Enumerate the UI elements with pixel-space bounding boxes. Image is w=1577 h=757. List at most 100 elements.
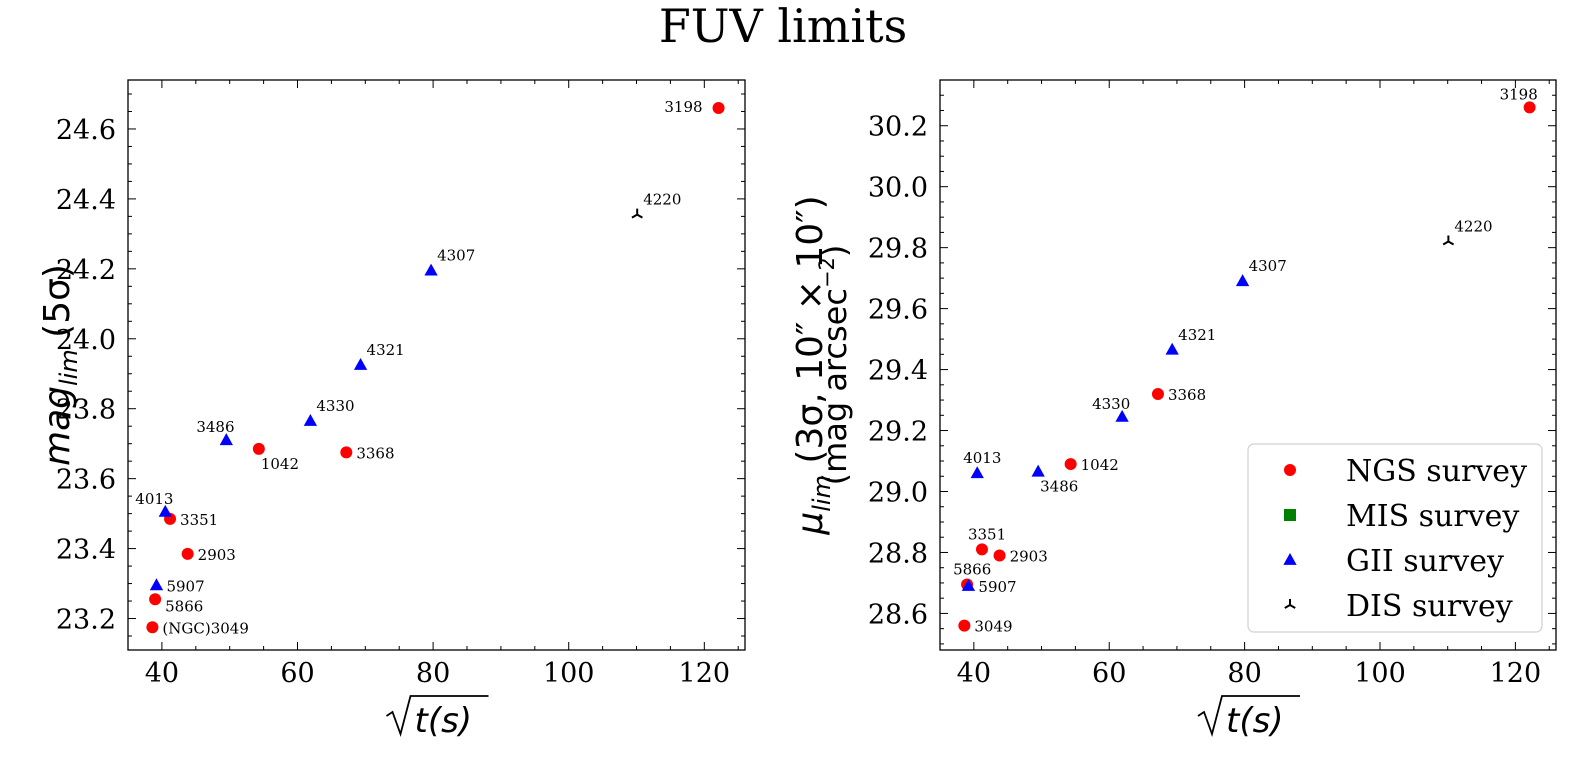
point-label: 5866	[953, 560, 991, 578]
data-point-circle	[1523, 101, 1536, 114]
y-axis-label: μlim (3σ, 10″ × 10″)	[790, 195, 836, 535]
figure-title: FUV limits	[659, 0, 907, 53]
data-point-triangle	[1165, 342, 1179, 355]
legend-marker-tri	[1284, 599, 1296, 609]
data-point-triangle	[1235, 274, 1250, 287]
y-tick-label: 24.4	[56, 185, 116, 216]
y-axis-label: maglim (5σ)	[37, 264, 83, 466]
y-tick-label: 28.6	[868, 599, 928, 630]
x-tick-label: 40	[957, 658, 991, 689]
point-label: (NGC)3049	[162, 619, 248, 637]
data-point-triangle	[303, 413, 318, 426]
x-tick-label: 60	[1092, 658, 1126, 689]
x-tick-label: 80	[1227, 658, 1261, 689]
y-label-tail: (3σ, 10″ × 10″)	[790, 195, 831, 475]
right-panel: 40 60 80 100 120 28.6 28.8 29.0 29.2 29.4 29.6 29.8…	[790, 79, 1557, 741]
y-axis-label-line2: (mag arcsec−2)	[815, 245, 854, 486]
y-tick-label: 30.0	[868, 173, 928, 204]
legend-marker-square	[1284, 509, 1296, 521]
point-label: 5866	[165, 597, 203, 615]
legend-marker-triangle	[1283, 553, 1297, 565]
y-tick-label: 23.6	[56, 465, 116, 496]
y-tick-label: 29.4	[868, 356, 928, 387]
x-axis-label: t(s)	[386, 695, 489, 741]
tri-marker-strokes	[1284, 599, 1296, 609]
x-tick-label: 80	[416, 658, 450, 689]
y-tick-label: 24.0	[56, 325, 116, 356]
data-point-circle	[252, 442, 265, 455]
data-point-circle	[993, 549, 1006, 562]
axes-frame	[939, 79, 1557, 651]
point-label: 3198	[664, 98, 702, 116]
y-tick-label: 24.6	[56, 115, 116, 146]
x-axis-label-text: t(s)	[1226, 701, 1284, 741]
data-point-triangle	[970, 466, 984, 479]
y-label-tail: (5σ)	[37, 264, 78, 349]
data-point-triangle	[219, 433, 233, 446]
data-point-triangle	[158, 504, 172, 517]
x-tick-label: 120	[1490, 658, 1542, 689]
data-point-triangle	[961, 578, 976, 591]
data-point-circle	[1151, 387, 1164, 400]
sqrt-radical-sign	[386, 695, 489, 738]
legend: NGS survey MIS survey GII survey DIS survey	[1247, 443, 1543, 633]
data-point-triangle	[149, 578, 164, 591]
legend-entry: NGS survey	[1346, 454, 1527, 489]
y-label2-sup: −2	[815, 257, 839, 288]
x-tick-label: 100	[543, 658, 595, 689]
data-point-tri	[1442, 235, 1455, 246]
point-label: 4013	[963, 449, 1001, 467]
point-label: 5907	[166, 577, 204, 595]
point-label: 4307	[437, 247, 475, 265]
data-point-circle	[340, 446, 353, 459]
y-tick-label: 29.6	[868, 295, 928, 326]
tri-marker-strokes	[1442, 235, 1455, 246]
point-label: 4220	[1454, 218, 1492, 236]
y-label-main: mag	[37, 386, 78, 466]
y-label-subscript: lim	[55, 349, 83, 386]
point-label: 1042	[261, 455, 299, 473]
point-label: 4307	[1249, 257, 1287, 275]
x-axis-label: t(s)	[1197, 695, 1300, 741]
point-label: 1042	[1081, 456, 1119, 474]
y-tick-label: 30.2	[868, 112, 928, 143]
point-label: 4321	[1178, 326, 1216, 344]
x-axis-label-text: t(s)	[415, 701, 473, 741]
x-tick-label: 60	[280, 658, 314, 689]
point-label: 4013	[135, 490, 173, 508]
sqrt-radical-sign	[1197, 695, 1300, 738]
legend-box	[1247, 443, 1543, 633]
data-point-triangle	[1115, 409, 1129, 422]
point-label: 4330	[316, 397, 354, 415]
y-tick-label: 24.2	[56, 255, 116, 286]
y-tick-label: 29.0	[868, 477, 928, 508]
y-tick-label: 23.4	[56, 535, 116, 566]
tri-marker-strokes	[631, 208, 643, 219]
data-point-circle	[149, 593, 162, 606]
point-label: 3351	[968, 525, 1006, 543]
point-label: 3368	[1168, 386, 1206, 404]
point-label: 3198	[1500, 85, 1538, 103]
y-label2-pre: (mag arcsec	[816, 288, 854, 485]
y-tick-label: 29.8	[868, 234, 928, 265]
data-point-triangle	[1031, 464, 1045, 477]
point-label: 4321	[367, 341, 405, 359]
x-tick-label: 100	[1354, 658, 1406, 689]
axes-frame	[127, 79, 746, 651]
point-label: 4330	[1092, 395, 1130, 413]
data-point-circle	[146, 621, 159, 634]
y-tick-label: 29.2	[868, 417, 928, 448]
data-point-circle	[975, 543, 988, 556]
y-tick-label: 28.8	[868, 538, 928, 569]
data-point-circle	[712, 101, 725, 114]
legend-entry: MIS survey	[1346, 499, 1519, 534]
data-point-circle	[181, 547, 194, 560]
y-label-subscript: lim	[808, 475, 836, 512]
point-label: 2903	[1010, 548, 1048, 566]
legend-marker-circle	[1284, 464, 1296, 476]
point-label: 3486	[1040, 478, 1078, 496]
point-label: 3368	[356, 444, 394, 462]
data-point-circle	[1064, 458, 1077, 471]
point-label: 2903	[198, 546, 236, 564]
